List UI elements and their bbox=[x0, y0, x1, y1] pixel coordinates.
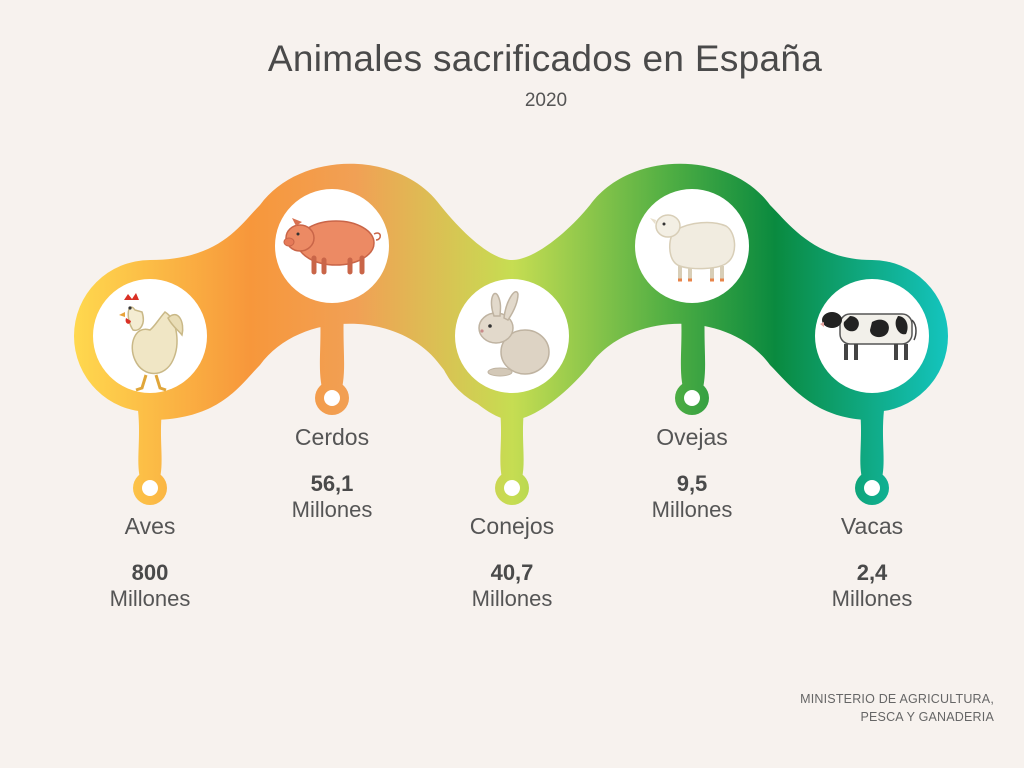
stem-ovejas bbox=[680, 300, 706, 388]
label-aves: Aves 800 Millones bbox=[50, 513, 250, 612]
label-cerdos: Cerdos 56,1 Millones bbox=[232, 424, 432, 523]
cow-icon bbox=[820, 312, 917, 360]
label-vacas: Vacas 2,4 Millones bbox=[772, 513, 972, 612]
sheep-icon bbox=[650, 214, 736, 282]
node-aves bbox=[74, 260, 226, 505]
conejos-value: 40,7 bbox=[490, 560, 534, 585]
dot-ovejas bbox=[684, 390, 700, 406]
dot-aves bbox=[142, 480, 158, 496]
node-ovejas bbox=[616, 170, 768, 415]
stem-cerdos bbox=[319, 300, 345, 388]
aves-name: Aves bbox=[124, 513, 176, 539]
cerdos-name: Cerdos bbox=[294, 424, 370, 450]
cerdos-value: 56,1 bbox=[310, 471, 354, 496]
page-title: Animales sacrificados en España bbox=[267, 38, 823, 79]
node-cerdos bbox=[256, 170, 408, 415]
ovejas-value: 9,5 bbox=[676, 471, 708, 496]
chicken-icon bbox=[119, 293, 184, 392]
page-subtitle: 2020 bbox=[524, 90, 568, 111]
label-ovejas: Ovejas 9,5 Millones bbox=[592, 424, 792, 523]
stem-aves bbox=[138, 410, 162, 478]
label-conejos: Conejos 40,7 Millones bbox=[412, 513, 612, 612]
ovejas-unit: Millones bbox=[651, 497, 733, 522]
vacas-unit: Millones bbox=[831, 586, 913, 611]
stem-vacas bbox=[860, 410, 884, 478]
source-credit: MINISTERIO DE AGRICULTURA, PESCA Y GANAD… bbox=[800, 692, 994, 724]
aves-unit: Millones bbox=[109, 586, 191, 611]
dot-vacas bbox=[864, 480, 880, 496]
vacas-value: 2,4 bbox=[856, 560, 888, 585]
conejos-name: Conejos bbox=[469, 513, 555, 539]
node-vacas bbox=[796, 260, 948, 505]
dot-conejos bbox=[504, 480, 520, 496]
conejos-unit: Millones bbox=[471, 586, 553, 611]
pig-icon bbox=[283, 218, 381, 275]
ovejas-name: Ovejas bbox=[656, 424, 728, 450]
vacas-name: Vacas bbox=[840, 513, 904, 539]
node-conejos bbox=[436, 260, 588, 505]
dot-cerdos bbox=[324, 390, 340, 406]
stem-conejos bbox=[500, 410, 524, 478]
aves-value: 800 bbox=[131, 560, 169, 585]
rabbit-icon bbox=[478, 291, 550, 377]
cerdos-unit: Millones bbox=[291, 497, 373, 522]
